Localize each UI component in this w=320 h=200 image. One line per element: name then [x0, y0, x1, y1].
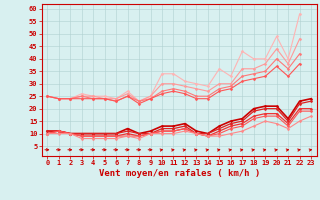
X-axis label: Vent moyen/en rafales ( km/h ): Vent moyen/en rafales ( km/h ) [99, 169, 260, 178]
